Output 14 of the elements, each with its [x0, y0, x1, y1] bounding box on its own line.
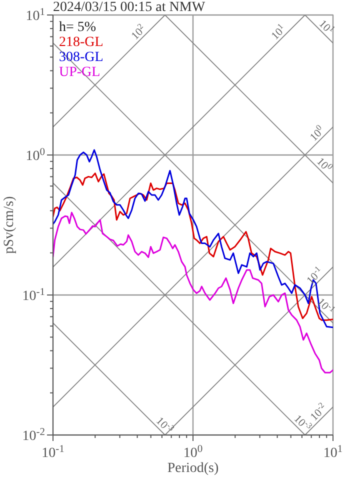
x-tick-label: 10$^{-1}$ — [42, 444, 64, 461]
y-tick-label: 10$^{1}$ — [26, 6, 45, 24]
chart-title: 2024/03/15 00:15 at NMW — [53, 0, 206, 15]
annotation: h= 5% — [59, 20, 96, 35]
y-tick-label: 10$^{-1}$ — [22, 286, 45, 304]
x-axis-title: Period(s) — [167, 461, 219, 476]
y-tick-label: 10$^{-2}$ — [22, 426, 45, 444]
x-tick-label: 10$^{0}$ — [183, 444, 203, 461]
text: 218-GL — [59, 35, 104, 50]
y-axis-title: pSv(cm/s) — [2, 196, 17, 254]
x-tick-label: 10$^{1}$ — [323, 444, 343, 461]
text: UP-GL — [59, 65, 100, 80]
y-tick-label: 10$^{0}$ — [26, 146, 45, 164]
text: 308-GL — [59, 50, 104, 65]
